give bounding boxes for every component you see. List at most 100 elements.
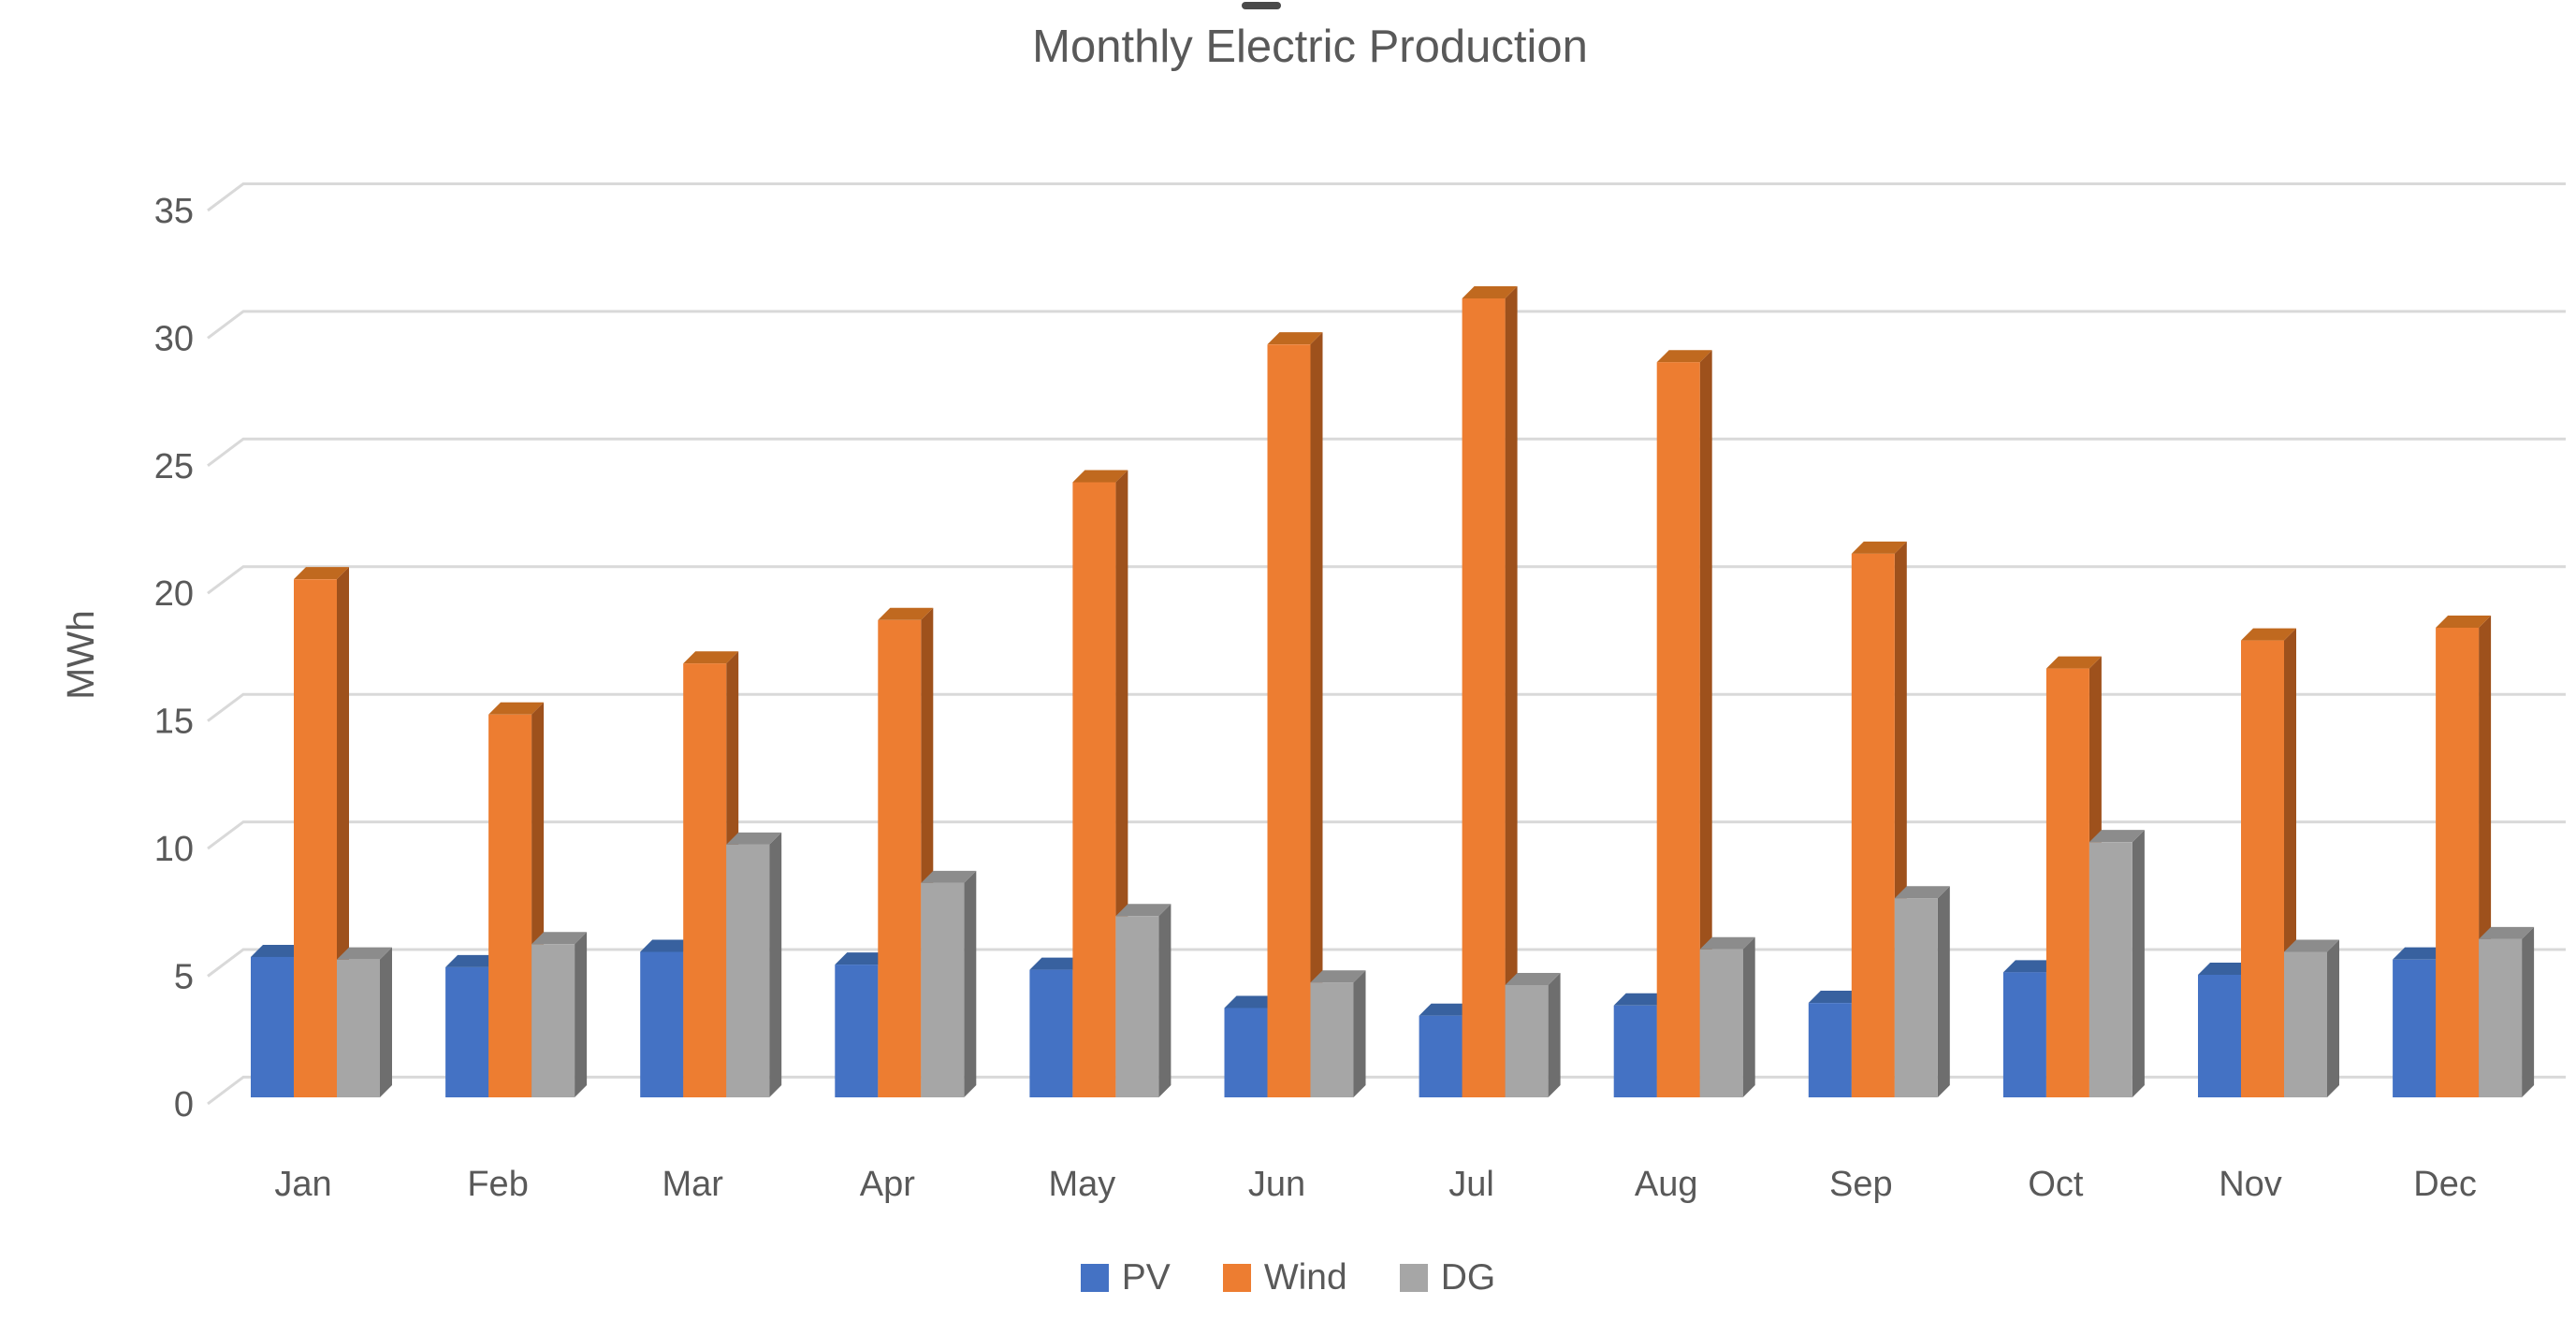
bar-front-face: [921, 882, 965, 1097]
y-tick-label: 25: [154, 447, 194, 486]
bar-front-face: [1419, 1015, 1463, 1097]
bar-dg-sep[interactable]: [1894, 886, 1950, 1097]
bar-dg-jan[interactable]: [337, 947, 392, 1097]
bar-front-face: [1656, 362, 1700, 1097]
x-tick-label-jun: Jun: [1248, 1165, 1305, 1204]
bar-side-face: [1548, 972, 1561, 1097]
bar-wind-aug[interactable]: [1656, 350, 1712, 1097]
bar-dg-jul[interactable]: [1505, 972, 1561, 1097]
bar-top-face: [921, 870, 977, 883]
bar-front-face: [835, 965, 879, 1097]
bar-side-face: [1310, 332, 1323, 1097]
legend-label-wind: Wind: [1263, 1257, 1347, 1298]
bar-top-face: [1115, 904, 1172, 917]
bar-front-face: [1808, 1003, 1852, 1097]
bar-top-face: [531, 932, 588, 945]
bar-side-face: [1158, 904, 1172, 1097]
bar-top-face: [1267, 332, 1323, 345]
bar-top-face: [2045, 656, 2102, 669]
y-tick-label: 5: [174, 958, 194, 997]
bar-dg-may[interactable]: [1115, 904, 1172, 1097]
gridline: [207, 310, 2566, 340]
bar-front-face: [1699, 949, 1743, 1097]
y-tick-label: 0: [174, 1085, 194, 1124]
bar-front-face: [1310, 982, 1354, 1097]
bar-side-face: [769, 832, 782, 1097]
bar-top-face: [445, 954, 502, 967]
bar-front-face: [1072, 482, 1116, 1097]
bar-top-face: [640, 939, 696, 952]
bar-dg-oct[interactable]: [2088, 830, 2145, 1097]
gridline: [207, 565, 2566, 595]
bar-wind-mar[interactable]: [683, 651, 739, 1097]
x-tick-label-dec: Dec: [2413, 1165, 2477, 1204]
bar-front-face: [2241, 640, 2284, 1097]
x-tick-label-jul: Jul: [1448, 1165, 1494, 1204]
x-tick-label-jan: Jan: [274, 1165, 331, 1204]
x-tick-label-aug: Aug: [1635, 1165, 1698, 1204]
bar-dg-jun[interactable]: [1310, 970, 1366, 1097]
gridline: [207, 948, 2566, 978]
bar-top-face: [2088, 830, 2145, 843]
bar-front-face: [1505, 985, 1549, 1097]
bar-wind-jun[interactable]: [1267, 332, 1323, 1097]
bar-side-face: [1937, 886, 1950, 1097]
bar-side-face: [575, 932, 588, 1097]
bar-front-face: [531, 944, 575, 1097]
bar-top-face: [835, 952, 891, 965]
bar-top-face: [1656, 350, 1712, 363]
bar-side-face: [1742, 936, 1755, 1097]
bar-side-face: [2327, 939, 2339, 1097]
cropped-artifact-dash: [1242, 2, 1281, 9]
bar-front-face: [2198, 975, 2241, 1097]
bar-side-face: [1699, 350, 1712, 1097]
bar-front-face: [251, 956, 294, 1097]
bar-top-face: [1699, 936, 1755, 950]
y-axis-title: MWh: [59, 610, 102, 700]
bar-dg-mar[interactable]: [726, 832, 782, 1097]
bar-top-face: [251, 944, 306, 957]
gridline: [207, 437, 2566, 467]
bar-top-face: [1029, 957, 1085, 970]
gridline: [207, 1075, 2566, 1106]
bar-wind-sep[interactable]: [1851, 541, 1907, 1097]
bar-front-face: [1613, 1005, 1657, 1097]
legend-swatch-pv: [1080, 1263, 1109, 1292]
bar-front-face: [1462, 298, 1506, 1097]
bar-front-face: [1851, 553, 1895, 1097]
bar-dg-aug[interactable]: [1699, 936, 1755, 1097]
bar-top-face: [488, 702, 545, 715]
gridline: [207, 692, 2566, 722]
chart-legend: PV Wind DG: [0, 1259, 2576, 1296]
x-tick-label-nov: Nov: [2219, 1165, 2282, 1204]
bar-front-face: [878, 619, 922, 1097]
bar-front-face: [1224, 1008, 1268, 1097]
bar-side-face: [380, 947, 392, 1097]
y-tick-label: 35: [154, 192, 194, 231]
bar-front-face: [2393, 959, 2437, 1097]
bar-dg-apr[interactable]: [921, 870, 977, 1097]
bar-front-face: [683, 663, 727, 1097]
gridline: [207, 182, 2566, 212]
bar-top-face: [2198, 963, 2253, 976]
bar-wind-feb[interactable]: [488, 702, 545, 1097]
legend-item-wind: Wind: [1222, 1257, 1347, 1298]
bar-front-face: [1029, 969, 1073, 1097]
bar-dg-nov[interactable]: [2284, 939, 2339, 1097]
bar-top-face: [1894, 886, 1950, 899]
bar-top-face: [1851, 541, 1907, 554]
bar-dg-dec[interactable]: [2479, 926, 2535, 1097]
x-tick-label-mar: Mar: [662, 1165, 723, 1204]
bar-front-face: [1115, 916, 1159, 1097]
bar-top-face: [2393, 947, 2449, 960]
bar-wind-jul[interactable]: [1462, 286, 1518, 1097]
x-tick-label-oct: Oct: [2028, 1165, 2084, 1204]
bar-front-face: [2045, 668, 2089, 1097]
bar-front-face: [640, 951, 684, 1097]
bar-side-face: [964, 870, 977, 1097]
chart-title: Monthly Electric Production: [1032, 22, 1588, 72]
y-tick-label: 10: [154, 830, 194, 869]
bar-dg-feb[interactable]: [531, 932, 588, 1097]
